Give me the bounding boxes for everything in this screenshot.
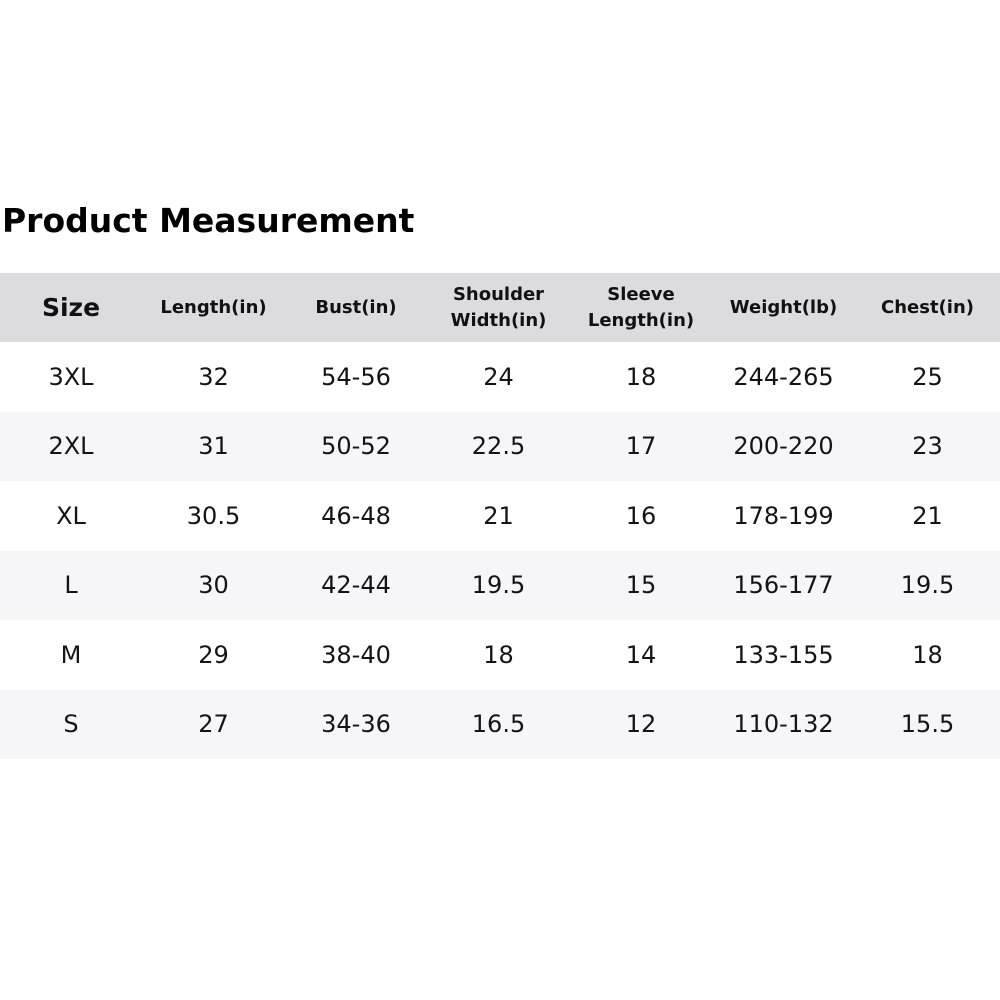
bust-cell: 54-56 [321,362,391,391]
shoulder-width-cell: 19.5 [471,571,526,600]
shoulder-width-cell: 22.5 [471,432,526,461]
chest-cell: 15.5 [900,710,955,739]
column-header-sleeve-length: Sleeve Length(in) [587,283,695,331]
chest-cell: 19.5 [900,571,955,600]
table-row: 3XL 32 54-56 24 18 244-265 25 [0,342,1000,412]
length-cell: 29 [198,640,229,669]
bust-cell: 34-36 [321,710,391,739]
shoulder-width-cell: 21 [483,501,514,530]
weight-cell: 178-199 [733,501,834,530]
shoulder-width-cell: 24 [483,362,514,391]
chest-cell: 23 [912,432,943,461]
bust-cell: 42-44 [321,571,391,600]
size-cell: M [60,640,82,669]
length-cell: 30.5 [186,501,241,530]
bust-cell: 50-52 [321,432,391,461]
weight-cell: 110-132 [733,710,834,739]
size-cell: S [63,710,79,739]
size-cell: XL [56,501,86,530]
size-cell: 2XL [48,432,94,461]
size-chart-table: Size Length(in) Bust(in) Shoulder Width(… [0,273,1000,759]
bust-cell: 46-48 [321,501,391,530]
column-header-length: Length(in) [160,296,267,318]
length-cell: 30 [198,571,229,600]
shoulder-width-cell: 18 [483,640,514,669]
weight-cell: 156-177 [733,571,834,600]
chest-cell: 21 [912,501,943,530]
sleeve-length-cell: 18 [625,362,657,391]
sleeve-length-cell: 12 [625,710,657,739]
table-header-row: Size Length(in) Bust(in) Shoulder Width(… [0,273,1000,342]
bust-cell: 38-40 [321,640,391,669]
length-cell: 31 [198,432,229,461]
chest-cell: 25 [912,362,943,391]
table-row: XL 30.5 46-48 21 16 178-199 21 [0,481,1000,551]
sleeve-length-cell: 17 [625,432,657,461]
column-header-chest: Chest(in) [881,296,974,318]
sleeve-length-cell: 15 [625,571,657,600]
table-row: M 29 38-40 18 14 133-155 18 [0,620,1000,690]
table-row: L 30 42-44 19.5 15 156-177 19.5 [0,550,1000,620]
column-header-shoulder-width: Shoulder Width(in) [450,283,547,331]
chest-cell: 18 [912,640,943,669]
column-header-weight: Weight(lb) [729,296,838,318]
length-cell: 32 [198,362,229,391]
table-row: 2XL 31 50-52 22.5 17 200-220 23 [0,411,1000,481]
sleeve-length-cell: 16 [625,501,657,530]
column-header-bust: Bust(in) [315,296,397,318]
weight-cell: 133-155 [733,640,834,669]
size-cell: L [64,571,78,600]
shoulder-width-cell: 16.5 [471,710,526,739]
table-row: S 27 34-36 16.5 12 110-132 15.5 [0,689,1000,759]
size-cell: 3XL [48,362,94,391]
page-title: Product Measurement [2,201,415,240]
sleeve-length-cell: 14 [625,640,657,669]
length-cell: 27 [198,710,229,739]
weight-cell: 244-265 [733,362,834,391]
column-header-size: Size [41,292,101,322]
weight-cell: 200-220 [733,432,834,461]
